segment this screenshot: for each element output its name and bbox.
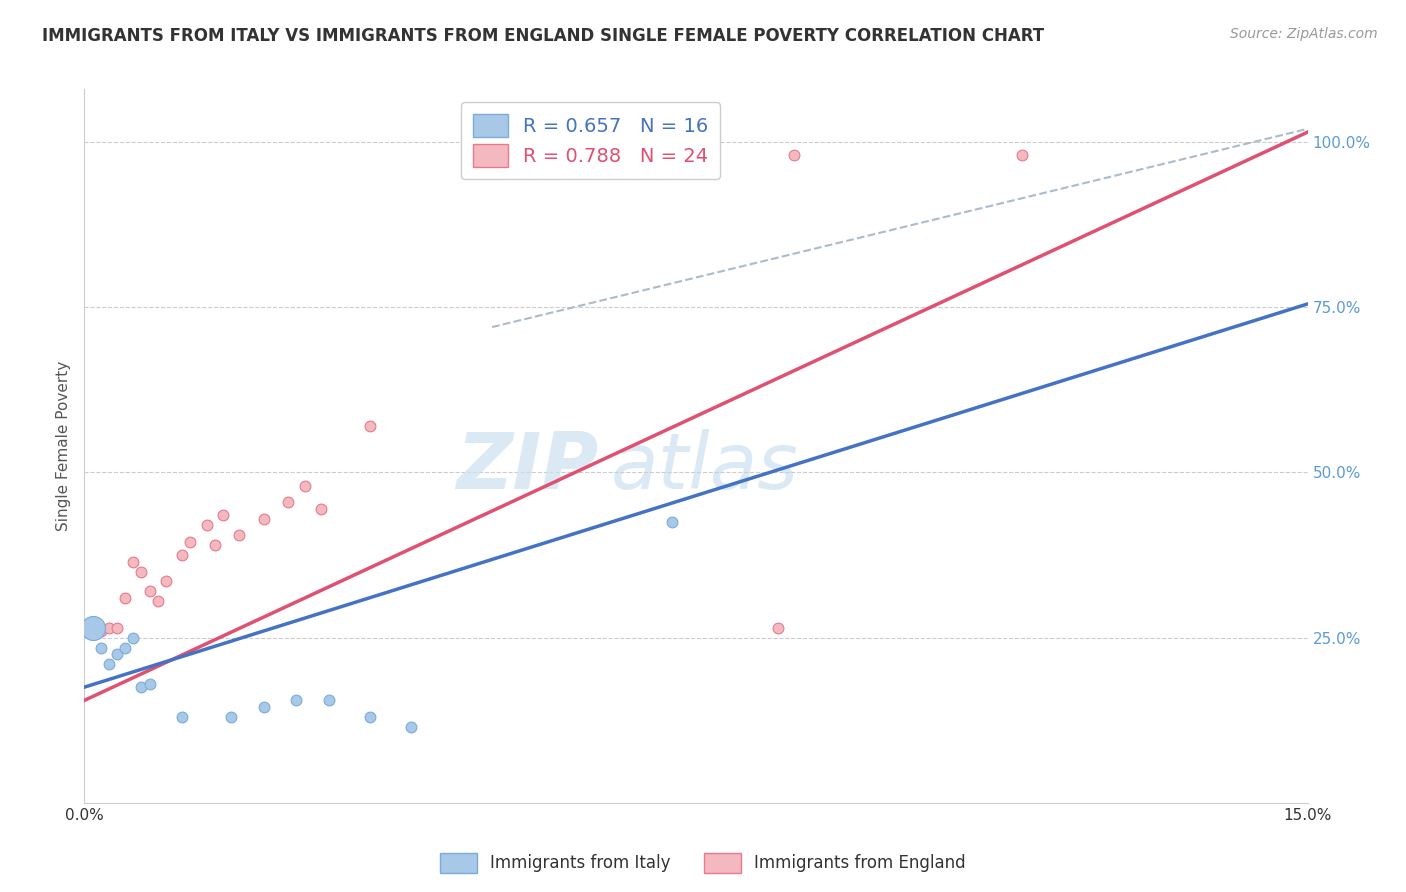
Point <box>105 621 128 635</box>
Point <box>146 594 169 608</box>
Point <box>131 565 153 579</box>
Point <box>253 511 276 525</box>
Point <box>253 700 276 714</box>
Point <box>155 574 177 589</box>
Point <box>359 419 381 434</box>
Point <box>318 693 340 707</box>
Y-axis label: Single Female Poverty: Single Female Poverty <box>56 361 72 531</box>
Point <box>131 680 153 694</box>
Text: atlas: atlas <box>610 429 799 506</box>
Point <box>90 624 112 638</box>
Point <box>114 640 136 655</box>
Point <box>172 710 194 724</box>
Point <box>285 693 308 707</box>
Text: IMMIGRANTS FROM ITALY VS IMMIGRANTS FROM ENGLAND SINGLE FEMALE POVERTY CORRELATI: IMMIGRANTS FROM ITALY VS IMMIGRANTS FROM… <box>42 27 1045 45</box>
Point <box>783 148 806 162</box>
Point <box>359 710 381 724</box>
Point <box>1011 148 1033 162</box>
Point <box>82 621 104 635</box>
Point <box>766 621 789 635</box>
Point <box>277 495 299 509</box>
Point <box>90 640 112 655</box>
Point <box>138 677 160 691</box>
Point <box>122 555 145 569</box>
Text: Source: ZipAtlas.com: Source: ZipAtlas.com <box>1230 27 1378 41</box>
Legend: R = 0.657   N = 16, R = 0.788   N = 24: R = 0.657 N = 16, R = 0.788 N = 24 <box>461 103 720 178</box>
Point <box>228 528 250 542</box>
Point <box>82 621 104 635</box>
Point <box>179 534 201 549</box>
Point <box>114 591 136 605</box>
Point <box>172 548 194 562</box>
Point <box>309 501 332 516</box>
Point <box>212 508 235 523</box>
Point <box>105 647 128 661</box>
Point <box>219 710 242 724</box>
Point <box>195 518 218 533</box>
Point <box>204 538 226 552</box>
Legend: Immigrants from Italy, Immigrants from England: Immigrants from Italy, Immigrants from E… <box>433 847 973 880</box>
Point <box>399 720 422 734</box>
Point <box>661 515 683 529</box>
Text: ZIP: ZIP <box>456 429 598 506</box>
Point <box>122 631 145 645</box>
Point <box>138 584 160 599</box>
Point <box>294 478 316 492</box>
Point <box>97 621 120 635</box>
Point <box>97 657 120 671</box>
